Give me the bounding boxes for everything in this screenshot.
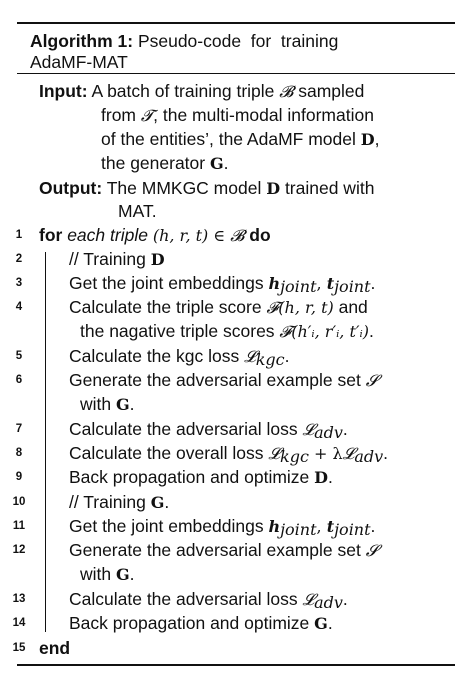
bottom-rule: [17, 664, 455, 666]
generator-g-symbol: G: [209, 154, 224, 173]
step-11: Get the joint embeddings hjoint, tjoint.: [69, 516, 376, 539]
algorithm-label: Algorithm 1:: [30, 31, 134, 51]
step-14: Back propagation and optimize G.: [69, 613, 333, 633]
line-number: 1: [15, 229, 23, 241]
step-13: Calculate the adversarial loss 𝓛adv.: [69, 589, 348, 612]
line-number: 9: [15, 471, 23, 483]
output-line-1: Output: The MMKGC model D trained with: [39, 178, 375, 198]
output-label: Output:: [39, 178, 103, 198]
line-number: 12: [12, 544, 26, 556]
keyword-for: for: [39, 225, 63, 245]
step-3: Get the joint embeddings hjoint, tjoint.: [69, 273, 376, 296]
input-line-2: from 𝓣, the multi-modal information: [101, 105, 374, 125]
step-1: for each triple (h, r, t) ∈ 𝓑 do: [39, 225, 271, 245]
line-number: 3: [15, 277, 23, 289]
line-number: 13: [12, 593, 26, 605]
step-2: // Training D: [69, 249, 165, 269]
input-label: Input:: [39, 81, 88, 101]
step-8: Calculate the overall loss 𝓛kgc + λ𝓛adv.: [69, 443, 389, 466]
step-6-line-1: Generate the adversarial example set 𝓢: [69, 370, 379, 390]
line-number: 15: [12, 642, 26, 654]
line-number: 8: [15, 447, 23, 459]
step-12-line-1: Generate the adversarial example set 𝓢: [69, 540, 379, 560]
line-number: 11: [12, 520, 26, 532]
line-number: 7: [15, 423, 23, 435]
step-4-line-1: Calculate the triple score 𝓕(h, r, t) an…: [69, 297, 368, 317]
keyword-end: end: [39, 638, 71, 658]
input-line-1: Input: A batch of training triple 𝓑 samp…: [39, 81, 365, 101]
step-5: Calculate the kgc loss 𝓛kgc.: [69, 346, 290, 369]
line-number: 2: [15, 253, 23, 265]
set-t-symbol: 𝓣: [140, 106, 154, 125]
step-10: // Training G.: [69, 492, 170, 512]
input-line-4: the generator G.: [101, 153, 229, 173]
mid-rule: [17, 73, 455, 74]
line-number: 14: [12, 617, 26, 629]
output-line-2: MAT.: [118, 201, 157, 221]
keyword-do: do: [249, 225, 271, 245]
model-d-symbol: D: [360, 130, 375, 149]
algorithm-title-line2: AdaMF-MAT: [30, 52, 128, 72]
step-15: end: [39, 637, 70, 659]
loop-body-bar: [45, 252, 46, 632]
top-rule: [17, 22, 455, 24]
algorithm-title-text: Pseudo-code for training: [137, 31, 339, 51]
line-number: 10: [12, 496, 26, 508]
line-number: 5: [15, 350, 23, 362]
input-line-3: of the entities’, the AdaMF model D,: [101, 129, 380, 149]
line-number: 4: [15, 301, 23, 313]
step-4-line-2: the nagative triple scores 𝓕(h′ᵢ, r′ᵢ, t…: [80, 321, 374, 341]
line-number: 6: [15, 374, 23, 386]
algorithm-title: Algorithm 1: Pseudo-code for training: [30, 30, 338, 52]
step-6-line-2: with G.: [80, 394, 135, 414]
step-7: Calculate the adversarial loss 𝓛adv.: [69, 419, 348, 442]
step-12-line-2: with G.: [80, 564, 135, 584]
set-b-symbol: 𝓑: [279, 82, 294, 101]
step-9: Back propagation and optimize D.: [69, 467, 333, 487]
